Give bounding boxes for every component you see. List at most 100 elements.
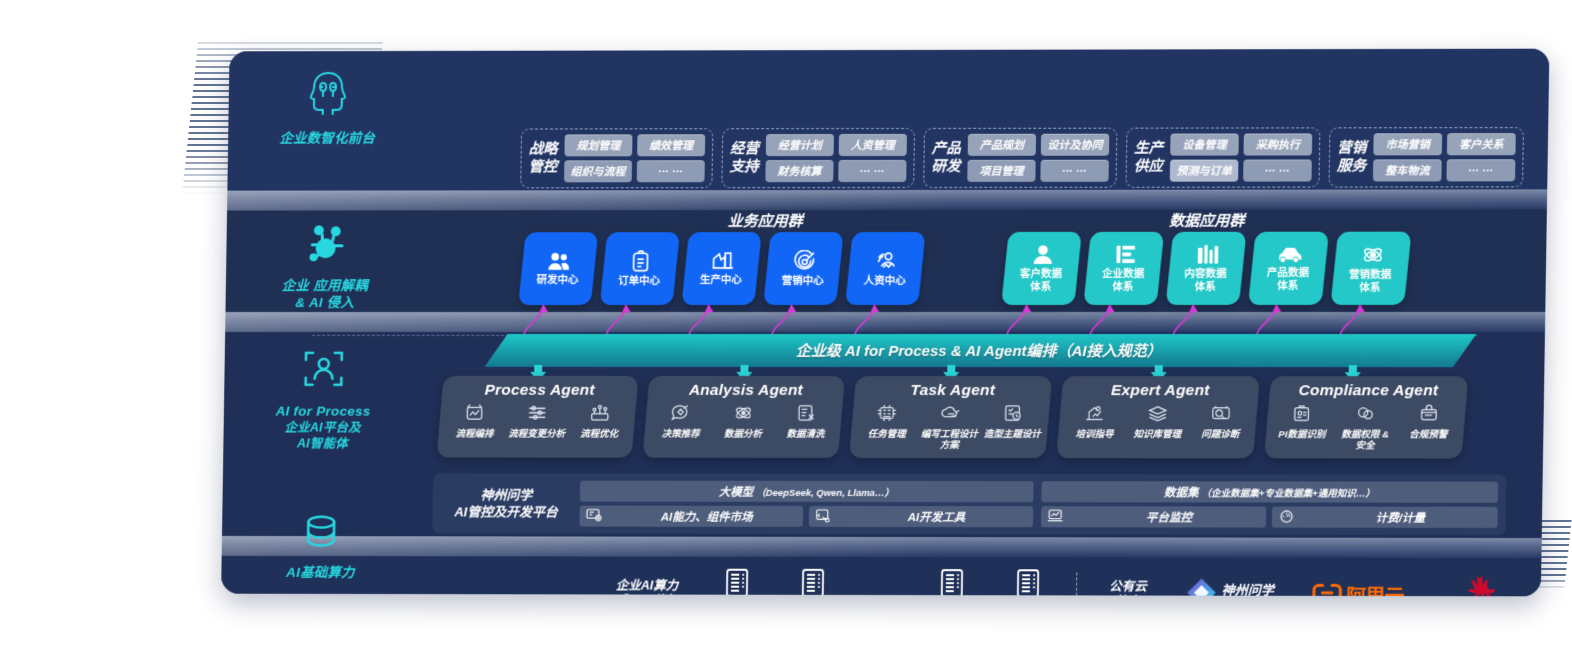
llm-note: （DeepSeek, Qwen, Llama…） bbox=[756, 487, 895, 499]
agent-card-compliance[interactable]: Compliance Agent PI数据识别 bbox=[1264, 376, 1469, 459]
billing-metering-bar[interactable]: 计费/计量 bbox=[1271, 506, 1498, 528]
infra-node-aimachine-2[interactable]: AI一体机 bbox=[989, 568, 1066, 597]
data-card-enterprise[interactable]: 企业数据 体系 bbox=[1083, 231, 1165, 305]
domain-item[interactable]: 人资管理 bbox=[838, 133, 907, 157]
domain-item[interactable]: 整车物流 bbox=[1372, 159, 1442, 182]
domain-item[interactable]: … … bbox=[1040, 159, 1109, 182]
agent-feature[interactable]: 造型主题设计 bbox=[981, 404, 1044, 440]
domain-item[interactable]: 财务核算 bbox=[765, 160, 834, 183]
flow-chart-icon bbox=[465, 404, 485, 427]
agent-card-analysis[interactable]: Analysis Agent 决策推荐 bbox=[642, 375, 846, 458]
agent-feature[interactable]: 知识库管理 bbox=[1126, 404, 1189, 440]
agent-feature[interactable]: 数据权限 & 安全 bbox=[1334, 404, 1397, 451]
domain-group[interactable]: 营销 服务 市场营销 客户关系 整车物流 … … bbox=[1328, 127, 1524, 188]
agent-feature[interactable]: 流程优化 bbox=[568, 404, 630, 440]
database-icon bbox=[222, 511, 421, 558]
atom-analysis-icon bbox=[733, 404, 753, 427]
domain-item[interactable]: … … bbox=[1446, 159, 1516, 182]
app-card-marketing[interactable]: 营销中心 bbox=[763, 232, 844, 306]
domain-group[interactable]: 经营 支持 经营计划 人资管理 财务核算 … … bbox=[721, 127, 916, 189]
app-card-hr[interactable]: 人资中心 bbox=[845, 231, 926, 306]
data-card-marketing[interactable]: 营销数据 体系 bbox=[1330, 231, 1412, 305]
agent-feature[interactable]: 任务管理 bbox=[856, 404, 919, 440]
data-card-product[interactable]: 产品数据 体系 bbox=[1248, 231, 1330, 305]
agent-name: Analysis Agent bbox=[688, 381, 804, 399]
agent-card-process[interactable]: Process Agent 流程编排 bbox=[436, 375, 639, 458]
domain-item[interactable]: … … bbox=[838, 159, 907, 183]
agent-name: Task Agent bbox=[910, 382, 996, 400]
app-card-order[interactable]: 订单中心 bbox=[599, 232, 680, 306]
aliyun-logo-icon bbox=[1312, 581, 1343, 596]
agent-feature-label: 流程编排 bbox=[455, 428, 494, 440]
agent-feature[interactable]: 培训指导 bbox=[1063, 404, 1126, 440]
dataset-bar[interactable]: 数据集 （企业数据集+专业数据集+通用知识…） bbox=[1041, 481, 1499, 503]
domain-group[interactable]: 产品 研发 产品规划 设计及协同 项目管理 … … bbox=[923, 127, 1118, 188]
app-card-production[interactable]: 生产中心 bbox=[681, 232, 762, 306]
data-card-label: 产品数据 体系 bbox=[1266, 266, 1309, 291]
domain-item[interactable]: 经营计划 bbox=[765, 134, 834, 157]
provider-smartvision[interactable]: 神州问学 Smart Vision bbox=[1167, 576, 1291, 597]
ai-platform-strip: 神州问学 AI管控及开发平台 大模型 （DeepSeek, Qwen, Llam… bbox=[432, 473, 1507, 535]
domain-item[interactable]: 规划管理 bbox=[564, 134, 633, 157]
domain-item[interactable]: 项目管理 bbox=[967, 159, 1036, 182]
domain-item[interactable]: 绩效管理 bbox=[637, 134, 706, 157]
domain-item[interactable]: 产品规划 bbox=[967, 133, 1037, 156]
optimize-icon bbox=[589, 404, 609, 427]
domain-item[interactable]: 组织与流程 bbox=[564, 160, 633, 183]
agent-feature-label: 流程优化 bbox=[580, 428, 619, 440]
ai-components-market-bar[interactable]: AI能力、组件市场 bbox=[579, 505, 804, 527]
agent-feature[interactable]: 流程变更分析 bbox=[506, 404, 568, 440]
domain-item[interactable]: 设计及协同 bbox=[1040, 133, 1110, 156]
agent-name: Compliance Agent bbox=[1298, 382, 1439, 400]
llm-bar[interactable]: 大模型 （DeepSeek, Qwen, Llama…） bbox=[579, 480, 1034, 503]
id-card-icon bbox=[1292, 404, 1312, 427]
ai-devtools-bar[interactable]: AI开发工具 bbox=[808, 505, 1034, 528]
domain-item[interactable]: … … bbox=[636, 160, 705, 183]
agent-feature[interactable]: 数据分析 bbox=[712, 404, 774, 440]
rail-compute-label: AI基础算力 bbox=[286, 564, 355, 580]
infra-node-datacenter-1[interactable]: 数据中心 bbox=[699, 567, 775, 597]
domain-item[interactable]: 设备管理 bbox=[1170, 133, 1239, 156]
agent-feature[interactable]: 合规预警 bbox=[1397, 404, 1460, 440]
rail-front-office: 企业数智化前台 bbox=[228, 69, 428, 147]
dataset-note: （企业数据集+专业数据集+通用知识…） bbox=[1201, 487, 1376, 500]
server-icon bbox=[724, 567, 750, 597]
agent-card-task[interactable]: Task Agent 任务管理 bbox=[849, 375, 1053, 459]
agent-feature[interactable]: PI数据识别 bbox=[1271, 404, 1334, 440]
provider-name: 神州问学 bbox=[1221, 582, 1274, 597]
agent-feature[interactable]: 决策推荐 bbox=[650, 404, 712, 440]
app-card-rd[interactable]: 研发中心 bbox=[518, 232, 599, 306]
app-card-label: 生产中心 bbox=[699, 274, 742, 287]
billing-metering-label: 计费/计量 bbox=[1375, 512, 1426, 525]
data-card-customer[interactable]: 客户数据 体系 bbox=[1001, 231, 1082, 305]
rail-ai-process-line3: AI智能体 bbox=[296, 436, 349, 451]
data-card-content[interactable]: 内容数据 体系 bbox=[1165, 231, 1247, 305]
app-card-label: 营销中心 bbox=[781, 274, 824, 287]
domain-item[interactable]: 客户关系 bbox=[1446, 133, 1516, 156]
agent-feature[interactable]: 编写工程设计方案 bbox=[918, 404, 981, 451]
agent-feature-label: 数据权限 & 安全 bbox=[1341, 429, 1390, 452]
platform-monitoring-bar[interactable]: 平台监控 bbox=[1040, 506, 1267, 528]
public-cloud-label: 公有云算力 bbox=[1109, 579, 1147, 596]
shield-cloud-icon bbox=[1355, 404, 1376, 427]
agent-feature[interactable]: 流程编排 bbox=[444, 404, 506, 440]
domain-item[interactable]: 市场营销 bbox=[1373, 133, 1443, 156]
domain-title: 营销 服务 bbox=[1336, 140, 1367, 175]
domain-item[interactable]: … … bbox=[1243, 159, 1312, 182]
provider-aliyun[interactable]: 阿里云 bbox=[1291, 580, 1424, 597]
platform-name-line1: 神州问学 bbox=[480, 487, 533, 503]
domain-item[interactable]: 预测与订单 bbox=[1169, 159, 1239, 182]
agent-card-expert[interactable]: Expert Agent 培训指导 bbox=[1056, 376, 1261, 459]
person-wave-icon bbox=[874, 250, 897, 272]
infra-node-datacenter-2[interactable]: 数据中心 bbox=[775, 567, 851, 597]
domain-group[interactable]: 生产 供应 设备管理 采购执行 预测与订单 … … bbox=[1125, 127, 1321, 188]
provider-huawei[interactable]: HUAWEI bbox=[1424, 572, 1531, 597]
domain-group[interactable]: 战略 管控 规划管理 绩效管理 组织与流程 … … bbox=[520, 128, 714, 189]
agent-feature[interactable]: 数据清洗 bbox=[775, 404, 837, 440]
domain-item[interactable]: 采购执行 bbox=[1243, 133, 1313, 156]
agent-feature-label: 编写工程设计方案 bbox=[920, 429, 979, 452]
domain-title: 产品 研发 bbox=[931, 140, 961, 175]
infra-node-aimachine-1[interactable]: AI一体机 bbox=[913, 568, 990, 597]
agent-feature-label: 数据分析 bbox=[723, 428, 763, 440]
agent-feature[interactable]: 问题诊断 bbox=[1189, 404, 1252, 440]
